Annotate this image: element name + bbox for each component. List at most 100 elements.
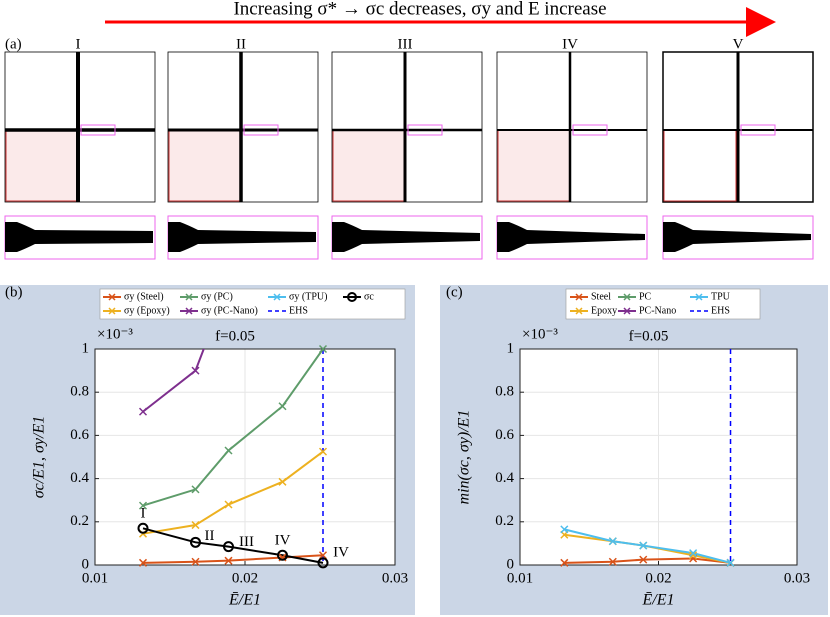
chart: (b) 0.01 0.02 0.03 0 0.2 0.4 0.6 0.8 1 ×10⁻³ f=0.05… [0,284,415,615]
legend-marker [695,293,703,301]
strut-detail [168,222,316,252]
marker [224,446,233,455]
y-tick-label: 1 [507,340,515,356]
legend-marker [108,293,116,301]
panel-label: (b) [5,284,23,300]
annotation: I [141,506,146,522]
marker [277,549,288,561]
legend-marker [185,293,193,301]
strut-detail [5,222,153,252]
y-tick-label: 0.6 [70,427,89,443]
legend-label: σy (PC-Nano) [201,305,258,316]
panel-label: (a) [5,36,22,52]
marker [138,501,148,510]
zoom-box [243,124,279,136]
cell-red [5,129,79,202]
x-tick-label: 0.03 [382,570,408,586]
x-tick-label: 0.02 [232,570,258,586]
marker [639,555,648,564]
legend-box [565,288,761,320]
y-tick-label: 0.4 [495,470,514,486]
marker [138,558,148,567]
marker [191,521,200,530]
annotation: III [239,534,254,550]
cell-red [497,129,571,202]
y-tick-label: 0.6 [495,427,514,443]
chart-title: f=0.05 [215,328,255,344]
y-tick-label: 0.8 [70,384,89,400]
y-tick-label: 0.4 [70,470,89,486]
series-line [142,527,324,564]
column-label: I [76,36,81,52]
cell [496,51,648,203]
marker [317,557,329,569]
zoom-box [80,124,116,136]
marker [224,556,233,565]
column-label: IV [562,36,578,52]
marker [639,541,648,550]
marker [318,344,328,354]
strut-detail [663,222,811,252]
marker [318,447,328,456]
x-axis-label: Ē/E1 [642,592,675,609]
axes-box [519,348,798,566]
legend-label: PC-Nano [639,305,676,316]
legend-label: σy (TPU) [289,291,327,302]
legend-marker [575,307,583,315]
cell-red [332,129,406,202]
x-tick-label: 0.02 [645,570,671,586]
legend-label: σy (Epoxy) [124,305,170,316]
marker [689,551,698,560]
strut-detail [332,222,480,252]
annotation: II [205,528,215,544]
y-multiplier: ×10⁻³ [522,326,558,342]
legend-label: σy (PC) [201,291,233,302]
y-tick-label: 1 [82,340,90,356]
marker [278,402,287,411]
marker [223,541,234,553]
legend-label: σc [364,291,374,302]
marker [278,477,287,486]
strut-detail [497,222,645,252]
marker [608,557,617,566]
legend-label: TPU [711,291,731,302]
column-label: III [398,36,413,52]
caption: Increasing σ* → σc decreases, σy and E i… [233,0,606,19]
zoom-box [572,124,608,136]
y-tick-label: 0 [507,556,515,572]
legend-marker [623,307,631,315]
panel-label: (c) [446,284,463,300]
marker [318,551,328,560]
legend-marker [623,293,631,301]
marker [190,536,201,548]
legend-label: Steel [591,291,611,302]
annotation: IV [333,544,349,560]
legend-marker [108,307,116,315]
zoom-box [407,124,443,136]
y-axis-label: min(σc, σy)/E1 [456,410,473,505]
y-tick-label: 0.2 [70,513,89,529]
chart-title: f=0.05 [629,328,669,344]
legend-marker [273,293,281,301]
x-tick-label: 0.03 [784,570,810,586]
x-tick-label: 0.01 [507,570,533,586]
x-axis-label: Ē/E1 [228,592,261,609]
zoom-box [740,124,776,136]
legend-marker [347,292,357,302]
cell-red [663,129,737,202]
y-tick-label: 0.2 [495,513,514,529]
y-tick-label: 0 [82,556,90,572]
cell [331,51,483,203]
column-label: II [236,36,246,52]
marker [560,558,569,567]
chart: (c) 0.01 0.02 0.03 0 0.2 0.4 0.6 0.8 1 ×10⁻³ f=0.05… [440,284,828,615]
marker [191,366,200,375]
marker [138,407,148,416]
marker [726,558,735,567]
column-label: V [733,36,744,52]
marker [224,500,233,509]
legend-label: EHS [289,305,308,316]
y-tick-label: 0.8 [495,384,514,400]
legend-label: σy (Steel) [124,291,164,302]
